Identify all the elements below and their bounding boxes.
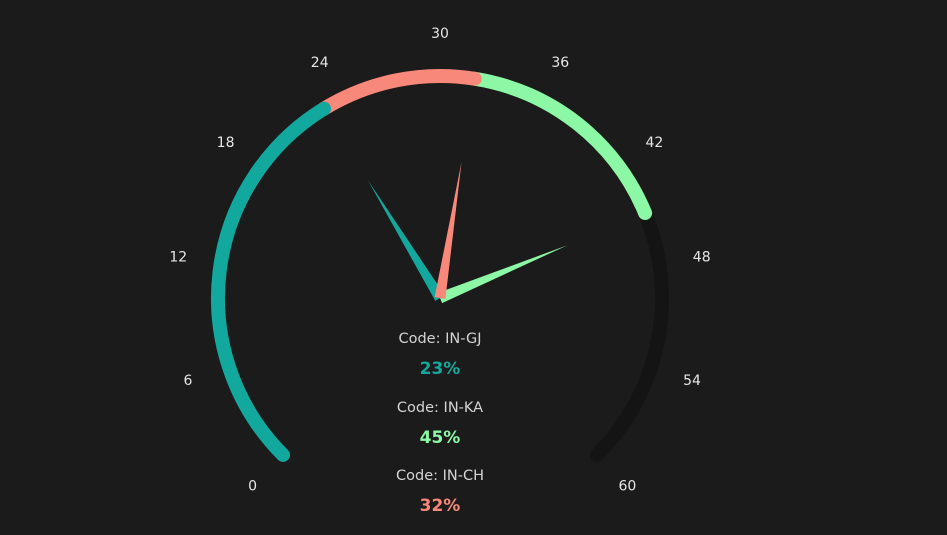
series-percent-label: 45% bbox=[420, 428, 461, 448]
tick-label: 48 bbox=[693, 250, 711, 266]
tick-label: 6 bbox=[184, 373, 193, 389]
tick-label: 12 bbox=[169, 250, 187, 266]
gauge-band-1 bbox=[317, 69, 482, 116]
series-code-label: Code: IN-GJ bbox=[398, 331, 481, 347]
gauge-tick-labels: 0 6 12 18 24 30 36 42 48 54 60 bbox=[169, 26, 710, 494]
gauge-pointers bbox=[367, 161, 568, 304]
gauge-pointer-0 bbox=[367, 180, 445, 301]
gauge-band-0 bbox=[211, 101, 332, 462]
gauge-band-2 bbox=[467, 71, 653, 221]
gauge-legend: Code: IN-GJ 23% Code: IN-KA 45% Code: IN-CH 3… bbox=[396, 331, 484, 516]
tick-label: 54 bbox=[683, 373, 701, 389]
series-percent-label: 32% bbox=[420, 496, 461, 516]
gauge-bands bbox=[211, 69, 653, 462]
series-code-label: Code: IN-CH bbox=[396, 468, 484, 484]
series-percent-label: 23% bbox=[420, 359, 461, 379]
tick-label: 18 bbox=[217, 135, 235, 151]
tick-label: 24 bbox=[311, 55, 329, 71]
gauge-pointer-1 bbox=[437, 245, 568, 304]
tick-label: 42 bbox=[645, 135, 663, 151]
tick-label: 0 bbox=[248, 478, 257, 494]
tick-label: 36 bbox=[551, 55, 569, 71]
tick-label: 30 bbox=[431, 26, 449, 42]
gauge-pointer-2 bbox=[434, 161, 462, 299]
series-code-label: Code: IN-KA bbox=[397, 400, 483, 416]
tick-label: 60 bbox=[618, 478, 636, 494]
